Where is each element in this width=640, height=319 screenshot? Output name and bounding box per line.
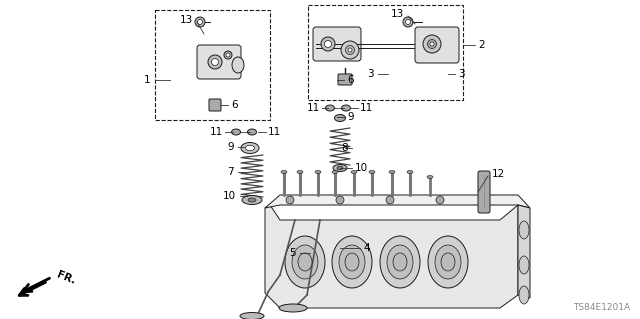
Ellipse shape: [285, 236, 325, 288]
FancyBboxPatch shape: [313, 27, 361, 61]
Ellipse shape: [298, 253, 312, 271]
Ellipse shape: [292, 245, 318, 279]
Ellipse shape: [281, 170, 287, 174]
Ellipse shape: [335, 115, 346, 122]
Ellipse shape: [435, 245, 461, 279]
Ellipse shape: [380, 236, 420, 288]
Ellipse shape: [332, 170, 338, 174]
Text: 12: 12: [492, 169, 505, 179]
FancyBboxPatch shape: [338, 74, 352, 85]
Text: 11: 11: [268, 127, 281, 137]
Circle shape: [430, 42, 434, 46]
Text: 1: 1: [143, 75, 150, 85]
Circle shape: [348, 48, 352, 52]
Ellipse shape: [369, 170, 375, 174]
Text: 11: 11: [360, 103, 373, 113]
Ellipse shape: [246, 145, 255, 151]
Circle shape: [386, 196, 394, 204]
Circle shape: [336, 196, 344, 204]
Ellipse shape: [279, 304, 307, 312]
Text: 3: 3: [458, 69, 465, 79]
Ellipse shape: [241, 143, 259, 153]
Circle shape: [324, 41, 332, 48]
Circle shape: [346, 46, 355, 55]
Ellipse shape: [232, 57, 244, 73]
Ellipse shape: [519, 256, 529, 274]
Ellipse shape: [315, 170, 321, 174]
Ellipse shape: [342, 105, 351, 111]
Text: 11: 11: [210, 127, 223, 137]
Ellipse shape: [297, 170, 303, 174]
Circle shape: [428, 40, 436, 48]
Text: TS84E1201A: TS84E1201A: [573, 303, 630, 313]
Ellipse shape: [242, 196, 262, 204]
Circle shape: [341, 41, 359, 59]
Ellipse shape: [332, 236, 372, 288]
Bar: [155, 10, 270, 120]
Circle shape: [211, 58, 218, 65]
Text: 5: 5: [289, 248, 296, 258]
Ellipse shape: [345, 253, 359, 271]
Circle shape: [403, 17, 413, 27]
Text: 10: 10: [355, 163, 368, 173]
Ellipse shape: [387, 245, 413, 279]
Circle shape: [208, 55, 222, 69]
FancyBboxPatch shape: [197, 45, 241, 79]
FancyBboxPatch shape: [415, 27, 459, 63]
Ellipse shape: [407, 170, 413, 174]
Ellipse shape: [389, 170, 395, 174]
Text: 9: 9: [347, 112, 354, 122]
Circle shape: [406, 19, 410, 25]
Ellipse shape: [232, 129, 241, 135]
Text: 6: 6: [231, 100, 237, 110]
FancyBboxPatch shape: [209, 99, 221, 111]
Ellipse shape: [393, 253, 407, 271]
Text: 10: 10: [223, 191, 236, 201]
Text: 4: 4: [363, 243, 370, 253]
Ellipse shape: [326, 105, 335, 111]
Ellipse shape: [441, 253, 455, 271]
Ellipse shape: [339, 245, 365, 279]
Ellipse shape: [519, 286, 529, 304]
Ellipse shape: [427, 175, 433, 179]
Text: 6: 6: [347, 75, 354, 85]
Ellipse shape: [337, 166, 343, 170]
Text: 3: 3: [367, 69, 374, 79]
Circle shape: [195, 17, 205, 27]
Ellipse shape: [333, 165, 347, 172]
Text: 7: 7: [227, 167, 234, 177]
Circle shape: [321, 37, 335, 51]
Ellipse shape: [351, 170, 357, 174]
Text: 9: 9: [227, 142, 234, 152]
Ellipse shape: [519, 221, 529, 239]
Text: 11: 11: [307, 103, 320, 113]
Circle shape: [436, 196, 444, 204]
FancyBboxPatch shape: [478, 171, 490, 213]
Bar: [308, 5, 463, 100]
Polygon shape: [265, 195, 530, 208]
Circle shape: [198, 19, 202, 25]
Ellipse shape: [248, 129, 257, 135]
Circle shape: [226, 53, 230, 57]
Circle shape: [286, 196, 294, 204]
Text: 2: 2: [478, 40, 484, 50]
Text: 13: 13: [391, 9, 404, 19]
Circle shape: [423, 35, 441, 53]
Text: FR.: FR.: [55, 270, 77, 286]
Ellipse shape: [248, 198, 256, 202]
Text: 13: 13: [180, 15, 193, 25]
Ellipse shape: [428, 236, 468, 288]
Ellipse shape: [240, 313, 264, 319]
Circle shape: [224, 51, 232, 59]
Polygon shape: [518, 205, 530, 298]
Polygon shape: [265, 205, 518, 308]
Text: 8: 8: [341, 143, 348, 153]
